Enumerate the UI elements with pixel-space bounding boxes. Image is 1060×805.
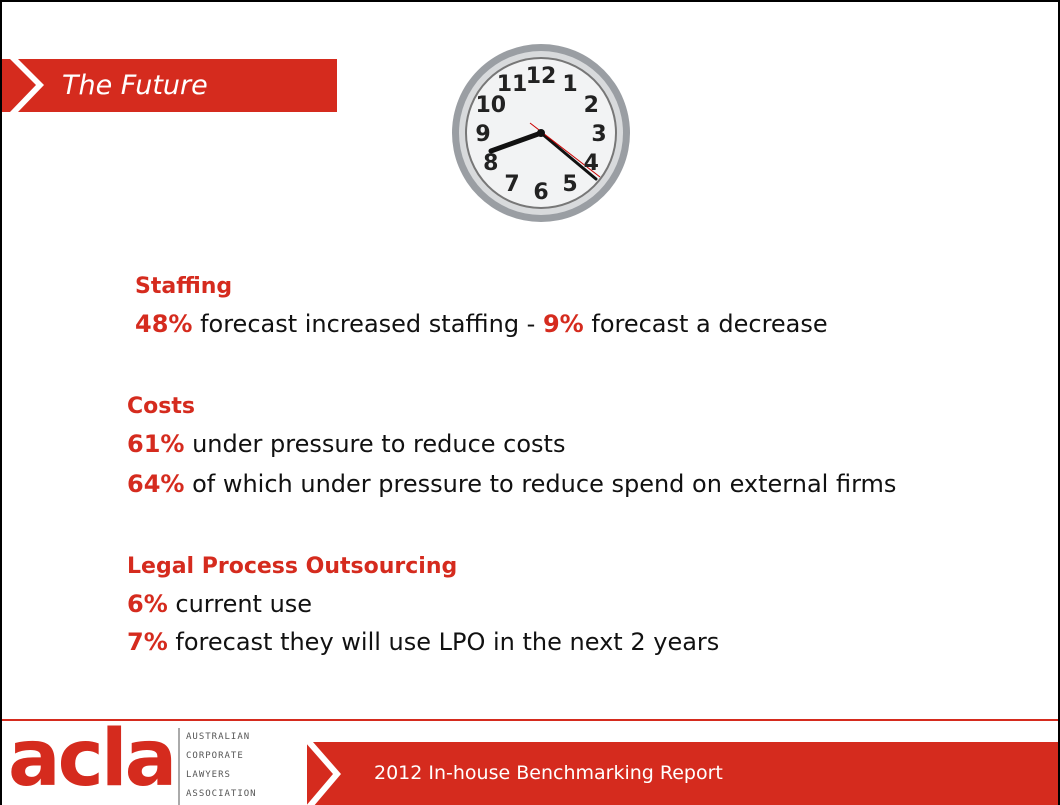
highlight-figure: 48% [135, 310, 192, 338]
chevron [2, 59, 47, 112]
line-text: forecast a decrease [584, 310, 828, 338]
section-line: 61% under pressure to reduce costs [127, 430, 565, 458]
section-heading: Staffing [135, 274, 232, 299]
association-word: AUSTRALIAN [180, 728, 254, 747]
chevron [305, 742, 345, 805]
section-line: 6% current use [127, 590, 312, 618]
line-text: forecast increased staffing - [192, 310, 543, 338]
association-word: LAWYERS [180, 766, 254, 785]
section-line: 7% forecast they will use LPO in the nex… [127, 628, 719, 656]
clock-number: 9 [475, 122, 490, 147]
highlight-figure: 64% [127, 470, 184, 498]
slide-title: The Future [62, 60, 208, 112]
line-text: forecast they will use LPO in the next 2… [168, 628, 720, 656]
association-word: CORPORATE [180, 747, 254, 766]
clock-number: 2 [584, 93, 599, 118]
clock-number: 3 [591, 122, 606, 147]
line-text: under pressure to reduce costs [184, 430, 565, 458]
section-heading: Costs [127, 394, 195, 419]
section-line: 48% forecast increased staffing - 9% for… [135, 310, 828, 338]
clock-number: 8 [483, 151, 498, 176]
highlight-figure: 7% [127, 628, 168, 656]
highlight-figure: 9% [543, 310, 584, 338]
highlight-figure: 61% [127, 430, 184, 458]
report-title: 2012 In-house Benchmarking Report [374, 742, 723, 804]
line-text: of which under pressure to reduce spend … [184, 470, 896, 498]
section-line: 64% of which under pressure to reduce sp… [127, 470, 896, 498]
clock-number: 12 [526, 64, 557, 89]
logo: acla [8, 714, 174, 804]
clock-number: 11 [497, 72, 528, 97]
section-heading: Legal Process Outsourcing [127, 554, 457, 579]
clock-number: 6 [533, 180, 548, 205]
highlight-figure: 6% [127, 590, 168, 618]
association-word: ASSOCIATION [180, 785, 254, 804]
line-text: current use [168, 590, 312, 618]
clock-number: 4 [584, 151, 599, 176]
clock-number: 1 [562, 72, 577, 97]
clock-number: 5 [562, 172, 577, 197]
clock-number: 7 [504, 172, 519, 197]
slide: The Future 121234567891011 Staffing48% f… [0, 0, 1060, 805]
